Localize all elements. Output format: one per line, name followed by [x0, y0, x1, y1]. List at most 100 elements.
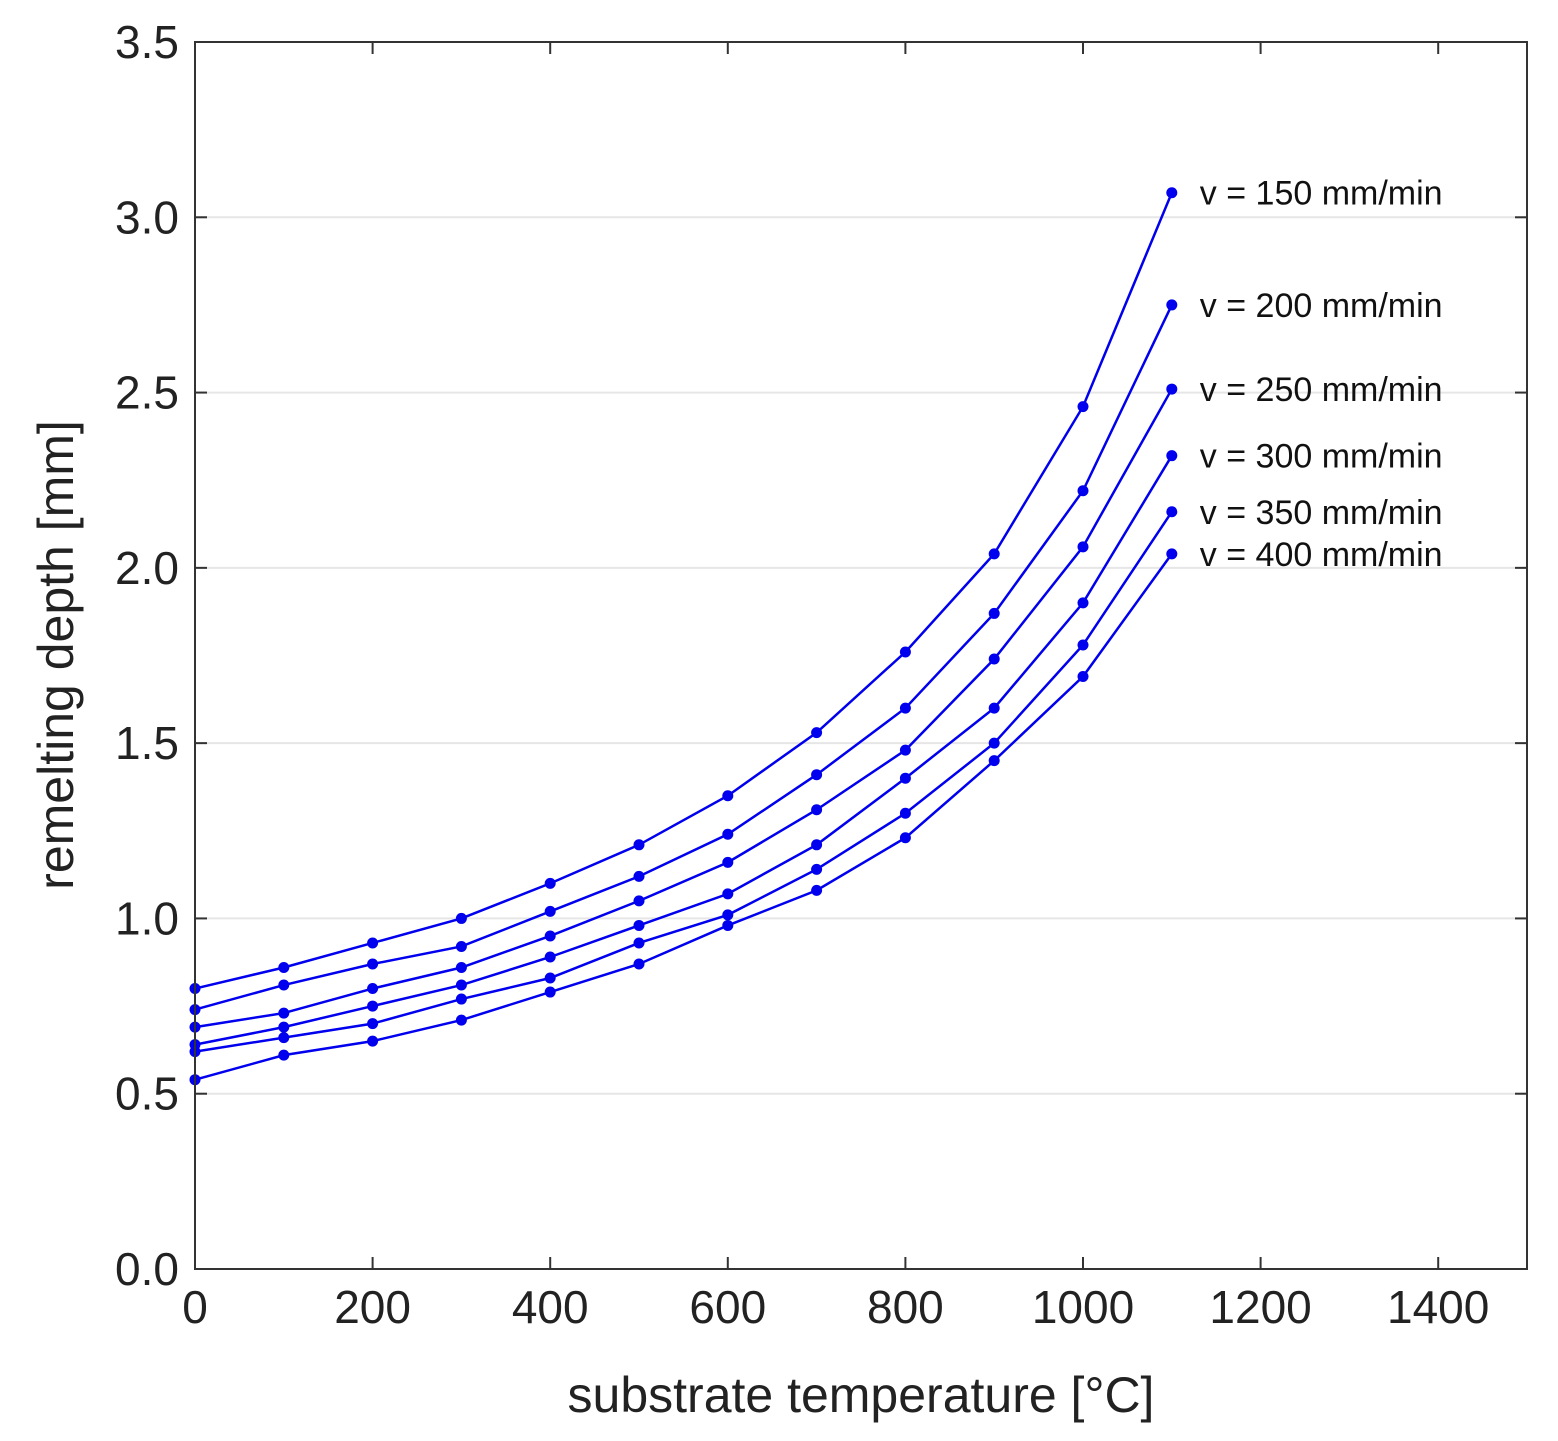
data-point [899, 772, 911, 784]
data-point [1077, 485, 1089, 497]
data-point [722, 919, 734, 931]
data-point [544, 905, 556, 917]
data-point [367, 1018, 379, 1030]
series-label: v = 300 mm/min [1200, 438, 1443, 476]
data-point [633, 839, 645, 851]
data-point [367, 1035, 379, 1047]
data-point [633, 895, 645, 907]
x-tick-label: 0 [182, 1281, 208, 1333]
y-tick-labels: 0.0 0.5 1.0 1.5 2.0 2.5 3.0 3.5 [115, 16, 179, 1295]
y-tick-label: 1.0 [115, 892, 179, 944]
data-point [1077, 597, 1089, 609]
data-point [1166, 383, 1178, 395]
series-line [194, 511, 1173, 1053]
data-point [811, 804, 823, 816]
grid [195, 216, 1527, 1095]
data-point [455, 962, 467, 974]
data-point [722, 888, 734, 900]
data-point [278, 1007, 290, 1019]
data-point [278, 1032, 290, 1044]
data-point [1166, 450, 1178, 462]
series-layer [189, 187, 1178, 1086]
data-point [988, 702, 1000, 714]
x-tick-label: 1400 [1387, 1281, 1489, 1333]
x-tick-label: 1200 [1209, 1281, 1311, 1333]
data-point [899, 807, 911, 819]
x-tick-label: 800 [867, 1281, 944, 1333]
data-point [722, 909, 734, 921]
x-axis-title: substrate temperature [°C] [568, 1367, 1155, 1423]
data-point [544, 930, 556, 942]
series-label: v = 250 mm/min [1200, 371, 1443, 409]
data-point [811, 884, 823, 896]
series-label: v = 400 mm/min [1200, 536, 1443, 574]
data-point [988, 548, 1000, 560]
series-line [194, 388, 1173, 1029]
data-point [278, 962, 290, 974]
y-tick-label: 2.5 [115, 367, 179, 419]
series-line [194, 192, 1173, 990]
series-line [194, 455, 1173, 1046]
data-point [899, 744, 911, 756]
data-point [544, 972, 556, 984]
data-point [811, 769, 823, 781]
data-point [633, 919, 645, 931]
plot-frame [194, 41, 1528, 1270]
data-point [1077, 671, 1089, 683]
x-tick-labels: 0 200 400 600 800 1000 1200 1400 [182, 1281, 1489, 1333]
data-point [544, 877, 556, 889]
data-point [633, 870, 645, 882]
data-point [367, 1000, 379, 1012]
data-point [988, 737, 1000, 749]
data-point [899, 646, 911, 658]
y-tick-label: 2.0 [115, 542, 179, 594]
data-point [278, 979, 290, 991]
data-point [722, 828, 734, 840]
data-point [1166, 299, 1178, 311]
x-tick-label: 200 [334, 1281, 411, 1333]
y-axis-title: remelting depth [mm] [28, 420, 84, 890]
data-point [1166, 548, 1178, 560]
x-tick-label: 400 [512, 1281, 589, 1333]
data-point [1077, 541, 1089, 553]
data-point [455, 979, 467, 991]
data-point [544, 986, 556, 998]
data-point [455, 993, 467, 1005]
series-label: v = 350 mm/min [1200, 494, 1443, 532]
data-point [811, 839, 823, 851]
y-tick-label: 0.0 [115, 1243, 179, 1295]
data-point [988, 653, 1000, 665]
data-point [367, 983, 379, 995]
data-point [367, 937, 379, 949]
data-point [988, 607, 1000, 619]
data-point [1077, 639, 1089, 651]
axis-ticks [194, 41, 1527, 1270]
data-point [899, 832, 911, 844]
data-point [633, 937, 645, 949]
data-point [811, 863, 823, 875]
series-label: v = 200 mm/min [1200, 287, 1443, 325]
data-point [544, 951, 556, 963]
data-point [455, 940, 467, 952]
y-tick-label: 0.5 [115, 1068, 179, 1120]
data-point [1166, 506, 1178, 518]
x-tick-label: 600 [689, 1281, 766, 1333]
series-line [194, 304, 1173, 1011]
y-tick-label: 3.5 [115, 16, 179, 68]
data-point [988, 755, 1000, 767]
data-point [455, 912, 467, 924]
x-tick-label: 1000 [1032, 1281, 1134, 1333]
data-point [455, 1014, 467, 1026]
data-point [722, 790, 734, 802]
series-line [194, 553, 1173, 1081]
data-point [811, 727, 823, 739]
data-point [367, 958, 379, 970]
series-label: v = 150 mm/min [1200, 175, 1443, 213]
data-point [633, 958, 645, 970]
data-point [899, 702, 911, 714]
data-point [1166, 187, 1178, 199]
data-point [278, 1021, 290, 1033]
data-point [1077, 401, 1089, 413]
data-point [722, 856, 734, 868]
